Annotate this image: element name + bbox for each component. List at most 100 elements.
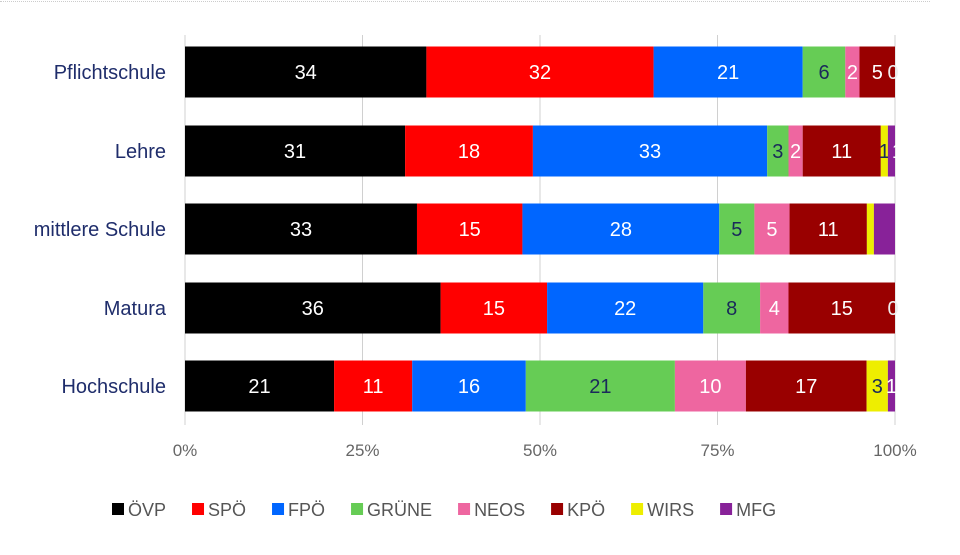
bar-segment (887, 360, 895, 412)
x-tick-label: 75% (700, 441, 734, 460)
data-label: 1 (879, 141, 890, 163)
bar-segment (185, 125, 406, 177)
category-label: mittlere Schule (34, 219, 166, 241)
legend-swatch (112, 503, 124, 515)
bar-segment (185, 282, 441, 334)
bar-segment (845, 46, 860, 98)
bar-segment (788, 125, 803, 177)
data-label: 31 (284, 141, 306, 163)
data-label: 21 (589, 376, 611, 398)
data-label: 21 (717, 62, 739, 84)
data-label: 0 (887, 62, 898, 84)
legend-swatch (272, 503, 285, 515)
legend-label: WIRS (647, 500, 694, 520)
x-tick-label: 100% (873, 441, 916, 460)
data-label: 18 (458, 141, 480, 163)
category-label: Lehre (115, 141, 166, 163)
legend-label: GRÜNE (367, 500, 432, 520)
bar-segment (767, 125, 789, 177)
data-label: 3 (772, 141, 783, 163)
bar-segment (547, 282, 704, 334)
bar-segment (416, 203, 523, 255)
legend-label: FPÖ (288, 500, 325, 520)
data-label: 11 (831, 141, 852, 163)
legend-label: KPÖ (567, 500, 605, 520)
legend-label: NEOS (474, 500, 525, 520)
legend-swatch (720, 503, 733, 515)
bar-segment (653, 46, 803, 98)
data-label: 5 (872, 62, 883, 84)
bar-segment (789, 203, 867, 255)
legend-label: MFG (736, 500, 776, 520)
bar-segment (873, 203, 895, 255)
legend-swatch (551, 503, 564, 515)
data-label: 3 (872, 376, 883, 398)
data-label: 11 (818, 219, 839, 241)
bar-segment (185, 46, 427, 98)
data-label: 1 (886, 376, 897, 398)
legend-label: ÖVP (128, 500, 166, 520)
legend-swatch (631, 503, 644, 515)
data-label: 2 (847, 62, 858, 84)
bar-segment (532, 125, 768, 177)
category-label: Pflichtschule (54, 62, 166, 84)
data-label: 5 (731, 219, 742, 241)
legend-swatch (458, 503, 471, 515)
bar-segment (674, 360, 746, 412)
legend-label: SPÖ (208, 500, 246, 520)
data-label: 15 (831, 298, 853, 320)
bar-segment (412, 360, 526, 412)
category-label: Hochschule (61, 376, 166, 398)
data-label: 8 (726, 298, 737, 320)
bar-segment (802, 46, 846, 98)
data-label: 28 (610, 219, 632, 241)
data-label: 22 (614, 298, 636, 320)
data-label: 11 (363, 376, 384, 398)
bar-segment (788, 282, 895, 334)
bar-segment (859, 46, 895, 98)
data-label: 34 (295, 62, 317, 84)
bar-segment (880, 125, 888, 177)
bar-segment (760, 282, 789, 334)
data-label: 16 (458, 376, 480, 398)
data-label: 32 (529, 62, 551, 84)
bar-segment (802, 125, 881, 177)
data-label: 2 (790, 141, 801, 163)
x-tick-label: 50% (523, 441, 557, 460)
bar-segment (426, 46, 654, 98)
bar-segment (440, 282, 548, 334)
bar-segment (405, 125, 533, 177)
bar-segment (185, 203, 417, 255)
data-label: 17 (795, 376, 817, 398)
legend-swatch (351, 503, 364, 515)
category-label: Matura (104, 298, 167, 320)
data-label: 5 (766, 219, 777, 241)
data-label: 15 (483, 298, 505, 320)
bar-segment (719, 203, 755, 255)
bar-segment (525, 360, 675, 412)
bar-segment (703, 282, 761, 334)
data-label: 33 (639, 141, 661, 163)
top-divider (0, 1, 930, 2)
bar-segment (866, 360, 888, 412)
bar-segment (185, 360, 335, 412)
bar-segment (522, 203, 720, 255)
data-label: 0 (887, 298, 898, 320)
data-label: 33 (290, 219, 312, 241)
bar-segment (745, 360, 867, 412)
data-label: 10 (699, 376, 721, 398)
bar-segment (866, 203, 874, 255)
data-label: 21 (248, 376, 270, 398)
bar-segment (887, 125, 895, 177)
legend-swatch (192, 503, 205, 515)
bar-segment (334, 360, 413, 412)
bar-segment (754, 203, 790, 255)
data-label: 15 (459, 219, 481, 241)
data-label: 6 (818, 62, 829, 84)
x-tick-label: 0% (173, 441, 198, 460)
data-label: 1 (892, 141, 903, 163)
data-label: 36 (302, 298, 324, 320)
x-tick-label: 25% (345, 441, 379, 460)
